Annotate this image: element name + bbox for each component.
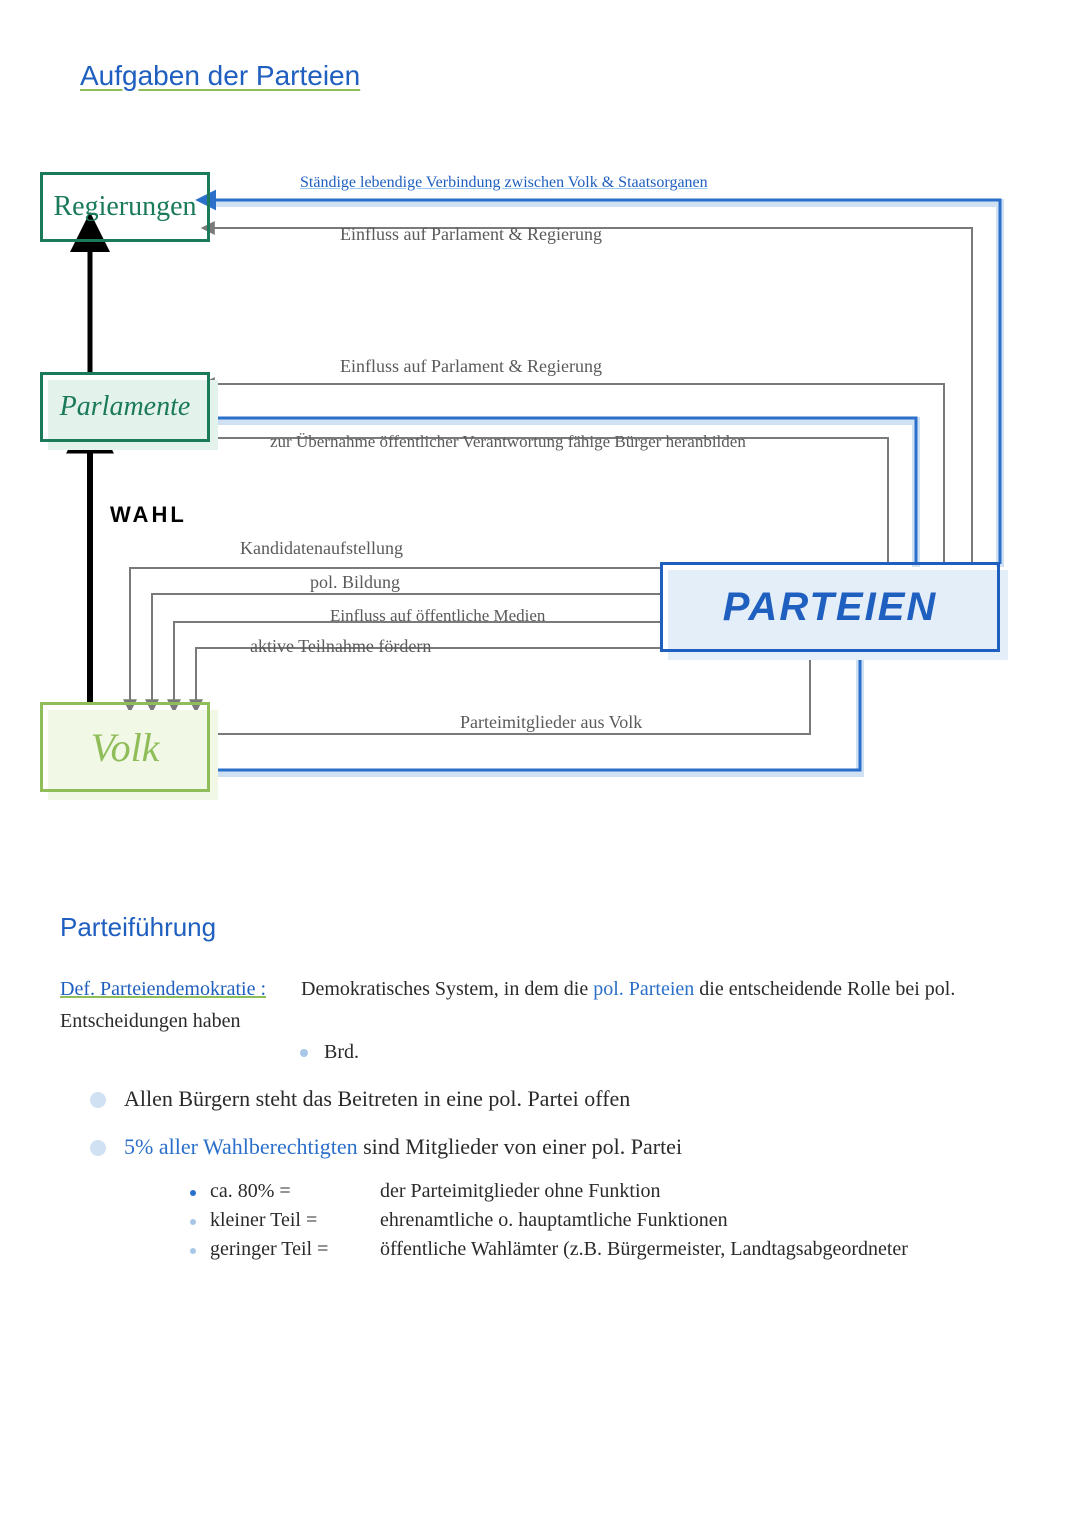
edge-label: Parteimitglieder aus Volk (460, 712, 642, 733)
node-regierungen: Regierungen (40, 172, 210, 242)
edge-label: aktive Teilnahme fördern (250, 636, 431, 657)
node-parlamente: Parlamente (40, 372, 210, 442)
bullet-dot-icon (90, 1140, 106, 1156)
node-label: Parlamente (60, 391, 191, 423)
edge-label: Einfluss auf Parlament & Regierung (340, 356, 602, 377)
edge-label: Ständige lebendige Verbindung zwischen V… (300, 174, 708, 192)
definition-row: Def. Parteiendemokratie : Demokratisches… (60, 973, 1020, 1037)
node-label: Regierungen (53, 191, 196, 223)
member-row: ca. 80% =der Parteimitglieder ohne Funkt… (190, 1180, 1020, 1203)
bullet-dot-icon (300, 1049, 308, 1057)
edge-label: Kandidatenaufstellung (240, 538, 403, 559)
section-title-parteifuehrung: Parteiführung (60, 912, 1020, 943)
bullet-dot-icon (190, 1248, 196, 1254)
def-example: Brd. (300, 1041, 1020, 1064)
wahl-label: WAHL (110, 502, 187, 528)
def-term: Def. Parteiendemokratie : (60, 978, 266, 1000)
member-row: geringer Teil =öffentliche Wahlämter (z.… (190, 1238, 1020, 1261)
node-label: Volk (91, 724, 160, 771)
bullet-row: Allen Bürgern steht das Beitreten in ein… (90, 1086, 1020, 1112)
bullet-dot-icon (190, 1219, 196, 1225)
node-label: PARTEIEN (723, 585, 938, 630)
edge-label: Einfluss auf öffentliche Medien (330, 606, 545, 626)
page-title: Aufgaben der Parteien (80, 60, 1020, 92)
node-parteien: PARTEIEN (660, 562, 1000, 652)
edge-label: Einfluss auf Parlament & Regierung (340, 224, 602, 245)
edge-label: pol. Bildung (310, 572, 400, 593)
bullet-row: 5% aller Wahlberechtigten sind Mitgliede… (90, 1134, 1020, 1160)
member-row: kleiner Teil =ehrenamtliche o. hauptamtl… (190, 1209, 1020, 1232)
edge-label: zur Übernahme öffentlicher Verantwortung… (270, 432, 746, 452)
member-breakdown: ca. 80% =der Parteimitglieder ohne Funkt… (190, 1180, 1020, 1261)
bullet-dot-icon (190, 1190, 196, 1196)
bullet-dot-icon (90, 1092, 106, 1108)
diagram-canvas: Regierungen Parlamente Volk PARTEIEN WAH… (40, 132, 1000, 852)
node-volk: Volk (40, 702, 210, 792)
